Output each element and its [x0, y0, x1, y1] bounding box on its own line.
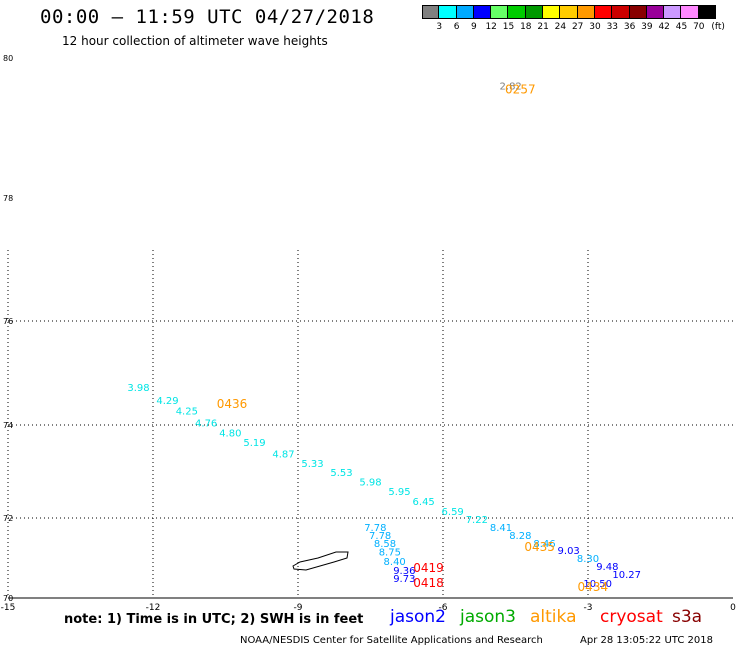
legend-label: 12: [485, 22, 497, 32]
wave-height-label: 8.30: [577, 554, 599, 565]
legend-swatch: [491, 5, 509, 19]
wave-height-label: 8.58: [374, 539, 396, 550]
legend-swatch: [560, 5, 578, 19]
wave-height-label: 4.80: [219, 429, 241, 440]
wave-height-label: 5.95: [388, 487, 410, 498]
wave-height-label: 8.40: [384, 557, 406, 568]
legend-label: 45: [675, 22, 688, 32]
satellite-cryosat: cryosat: [600, 607, 663, 627]
wave-height-label: 8.75: [379, 548, 401, 559]
lon-tick-label: -9: [294, 603, 303, 613]
legend-label: 27: [571, 22, 584, 32]
pass-time-label: 0257: [505, 83, 536, 97]
legend-swatch: [612, 5, 630, 19]
legend-label: 18: [520, 22, 532, 32]
wave-height-label: 7.78: [369, 531, 391, 542]
legend-label: 30: [589, 22, 601, 32]
wave-height-label: 9.36: [393, 566, 415, 577]
legend-swatch: [681, 5, 699, 19]
lat-tick-label: 72: [3, 514, 13, 523]
legend-label: 36: [623, 22, 636, 32]
legend-swatch: [698, 5, 717, 19]
wave-height-label: 9.03: [558, 546, 580, 557]
wave-height-label: 9.48: [596, 562, 618, 573]
wave-height-label: 10.50: [583, 579, 612, 590]
legend-label: 24: [554, 22, 567, 32]
legend-label: 21: [537, 22, 549, 32]
legend-swatch: [456, 5, 474, 19]
footer-credit: NOAA/NESDIS Center for Satellite Applica…: [240, 635, 543, 646]
lon-tick-label: -15: [1, 603, 16, 613]
lat-tick-label: 80: [3, 54, 13, 63]
satellite-jason3: jason3: [460, 607, 516, 627]
wave-height-label: 2.82: [500, 82, 522, 93]
wave-height-label: 7.22: [466, 515, 488, 526]
legend-swatch: [664, 5, 682, 19]
chart-subtitle: 12 hour collection of altimeter wave hei…: [62, 34, 328, 48]
lon-tick-label: -12: [146, 603, 161, 613]
pass-time-label: 0434: [578, 580, 609, 594]
wave-height-label: 5.53: [330, 468, 352, 479]
legend-label: 9: [471, 22, 477, 32]
legend-unit: (ft): [711, 22, 725, 32]
wave-height-label: 8.41: [490, 523, 512, 534]
note-text: note: 1) Time is in UTC; 2) SWH is in fe…: [64, 612, 364, 627]
legend-label: 33: [606, 22, 619, 32]
legend-swatch: [577, 5, 595, 19]
wave-height-label: 6.59: [442, 507, 464, 518]
wave-height-label: 4.87: [272, 450, 294, 461]
wave-height-label: 8.28: [509, 531, 531, 542]
lat-tick-label: 70: [3, 594, 13, 603]
legend-label: 39: [641, 22, 653, 32]
legend-label: 70: [693, 22, 705, 32]
legend-label: 15: [502, 22, 515, 32]
wave-height-label: 4.29: [156, 396, 178, 407]
legend-swatch: [439, 5, 457, 19]
legend-swatch: [629, 5, 647, 19]
legend-label: 3: [436, 22, 443, 32]
wave-height-label: 8.46: [533, 539, 555, 550]
footer-timestamp: Apr 28 13:05:22 UTC 2018: [580, 635, 713, 646]
lon-tick-label: -6: [439, 603, 448, 613]
lat-tick-label: 76: [3, 317, 13, 326]
wave-height-label: 5.98: [359, 477, 381, 488]
lon-tick-label: -3: [584, 603, 593, 613]
wave-height-label: 3.98: [127, 383, 149, 394]
color-legend: [422, 5, 717, 19]
pass-time-label: 0435: [524, 540, 555, 554]
lon-tick-label: 0: [730, 603, 736, 613]
legend-swatch: [543, 5, 561, 19]
satellite-s3a: s3a: [672, 607, 703, 627]
pass-time-label: 0436: [217, 397, 248, 411]
lat-tick-label: 74: [3, 421, 13, 430]
lat-tick-label: 78: [3, 194, 13, 203]
pass-time-label: 0418: [413, 576, 444, 590]
wave-height-label: 10.27: [612, 570, 641, 581]
satellite-altika: altika: [530, 607, 577, 627]
legend-swatch: [473, 5, 492, 19]
legend-label: 6: [453, 22, 460, 32]
wave-height-label: 5.19: [243, 438, 265, 449]
wave-height-label: 4.76: [195, 418, 217, 429]
satellite-jason2: jason2: [390, 607, 446, 627]
legend-label: 42: [658, 22, 670, 32]
legend-swatch: [594, 5, 613, 19]
wave-height-label: 6.45: [413, 497, 435, 508]
wave-height-label: 5.33: [301, 459, 323, 470]
chart-title: 00:00 – 11:59 UTC 04/27/2018: [40, 6, 375, 28]
wave-height-label: 4.25: [176, 407, 198, 418]
wave-height-label: 9.73: [393, 574, 415, 585]
wave-height-label: 7.78: [364, 523, 386, 534]
legend-swatch: [525, 5, 544, 19]
jan-mayen-island: [292, 551, 349, 571]
legend-swatch: [646, 5, 665, 19]
pass-time-label: 0419: [413, 561, 444, 575]
legend-swatch: [508, 5, 526, 19]
legend-swatch: [422, 5, 440, 19]
